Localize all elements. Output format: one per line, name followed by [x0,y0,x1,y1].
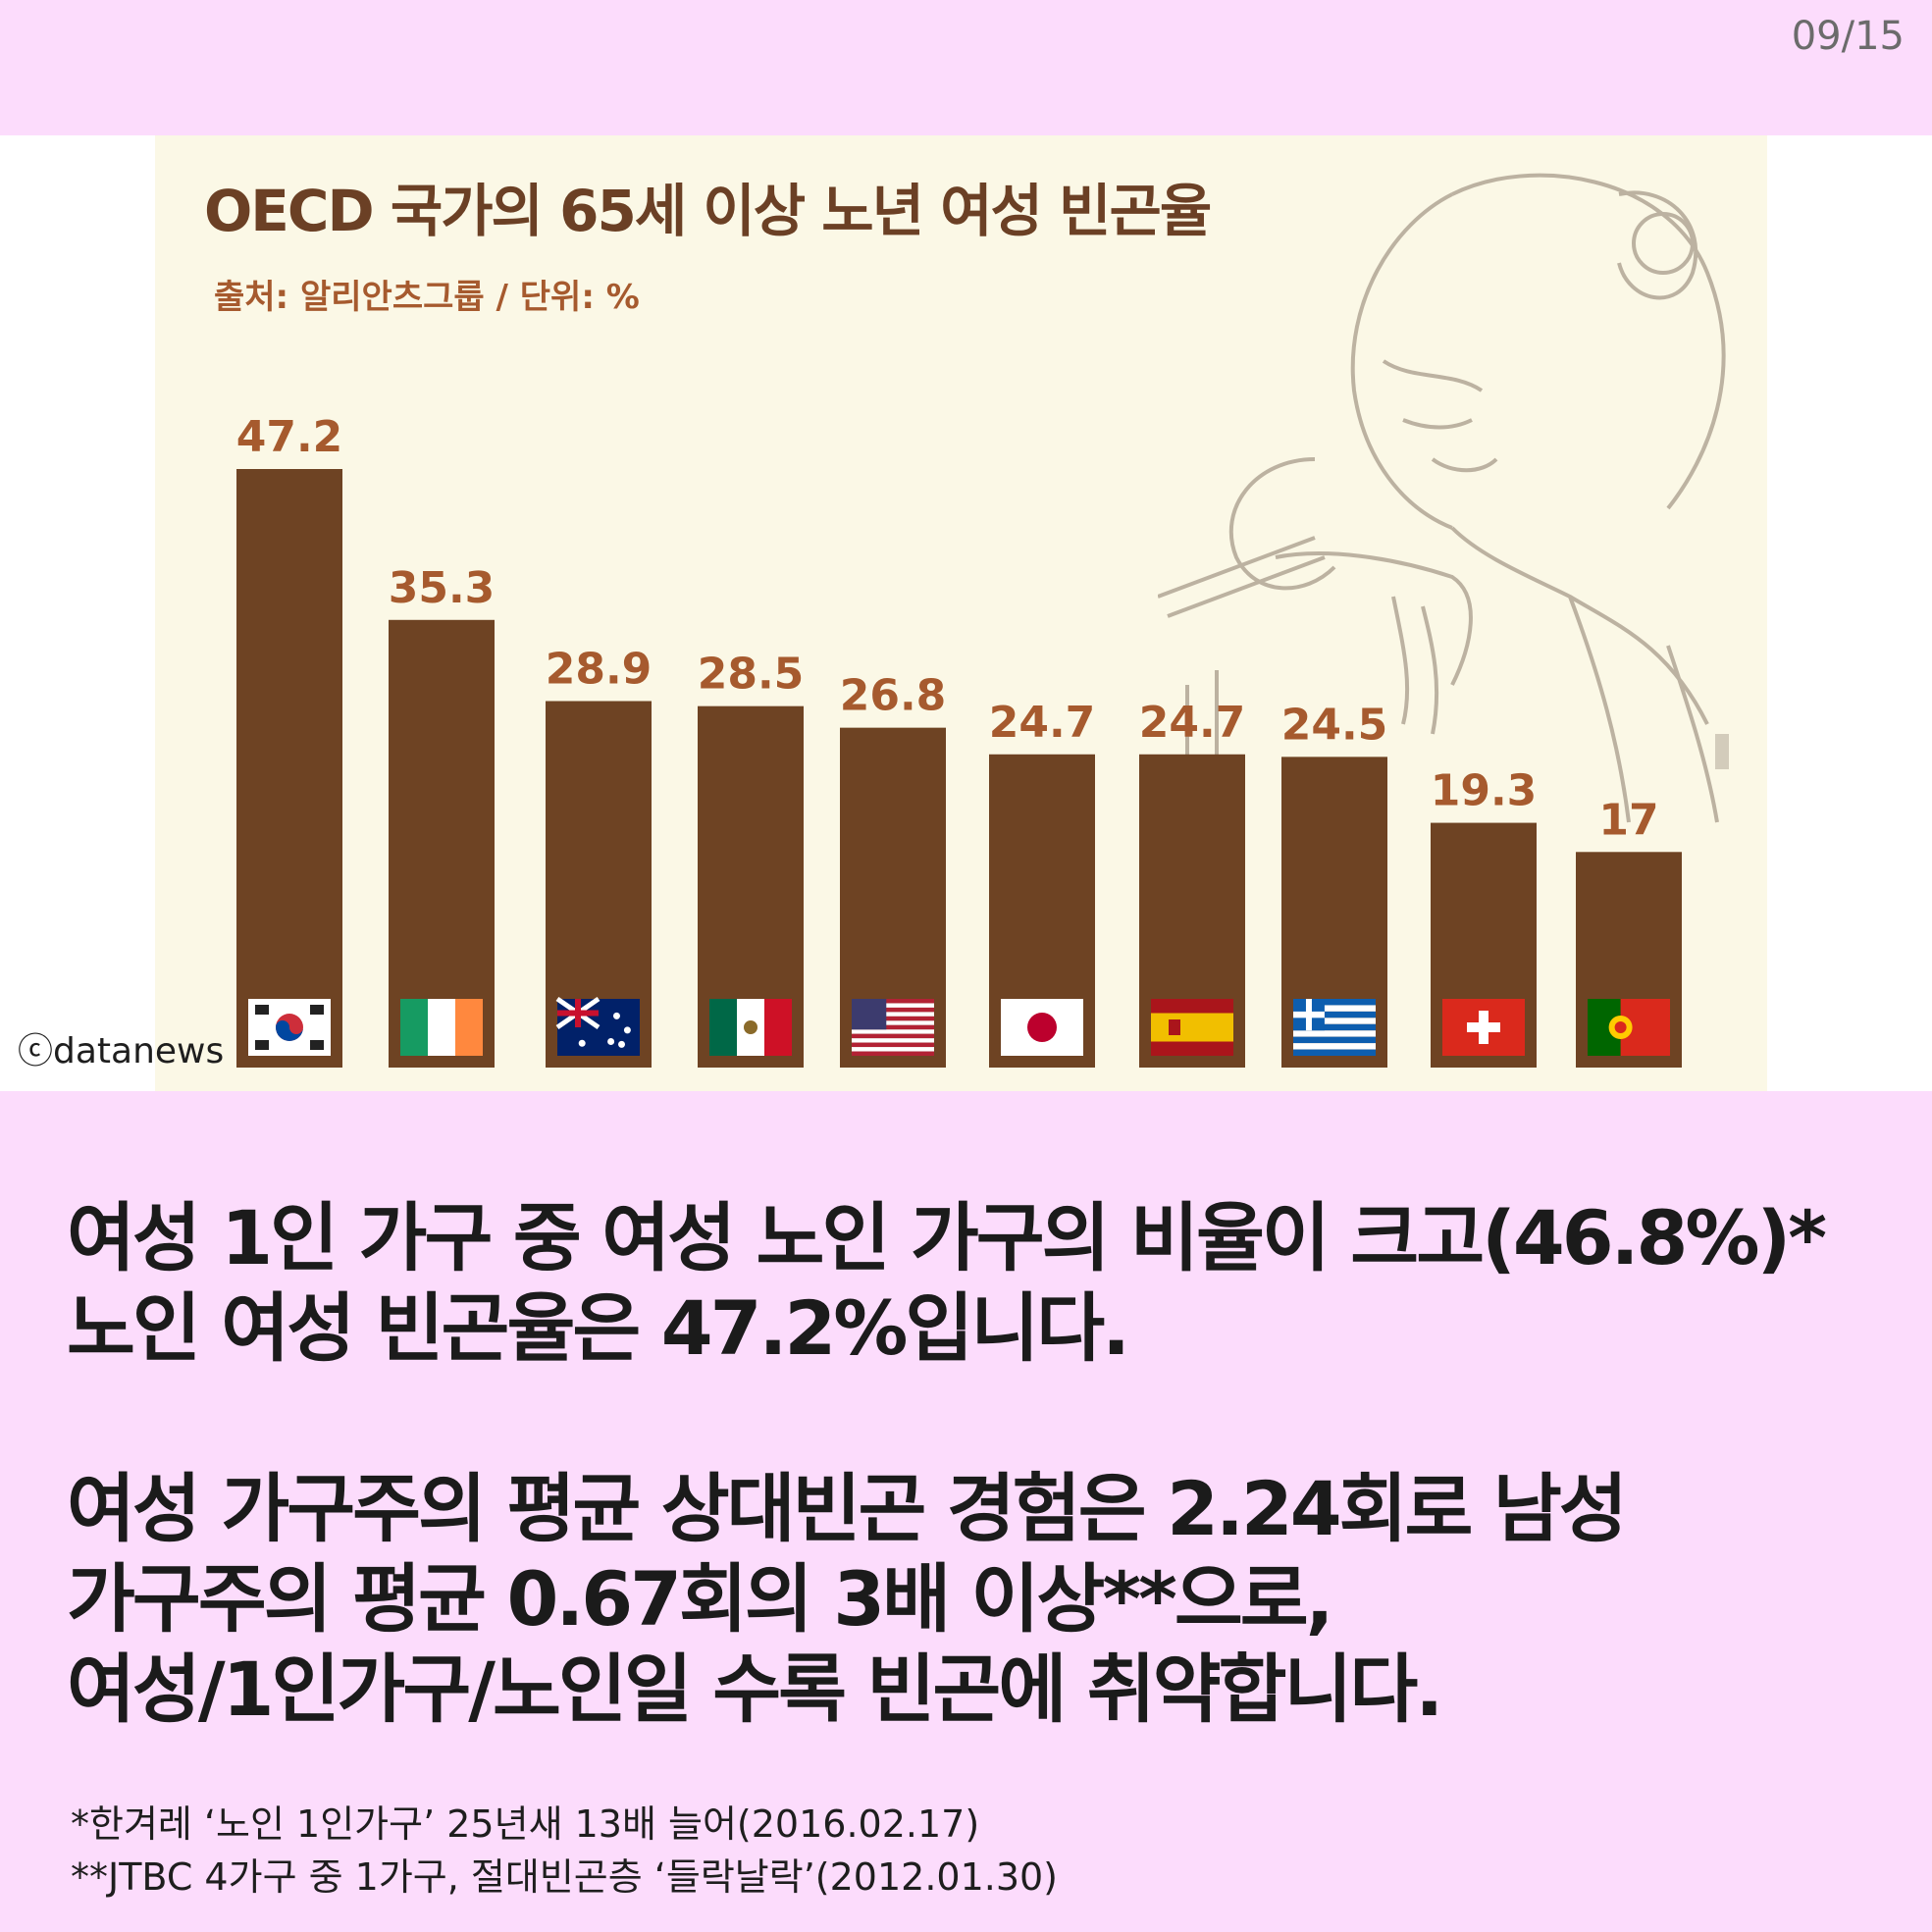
value-label: 19.3 [1431,766,1538,816]
mexico-flag-icon [709,999,792,1056]
portugal-flag-icon [1588,999,1670,1056]
spain-flag-icon [1151,999,1233,1056]
body-line-1: 여성 1인 가구 중 여성 노인 가구의 비율이 크고(46.8%)* [67,1193,1824,1283]
korea-flag-icon [248,999,331,1056]
value-label: 26.8 [840,671,947,721]
credit-label: ⓒdatanews [18,1022,224,1073]
value-label: 24.5 [1281,700,1388,750]
value-label: 47.2 [236,412,343,462]
bar-korea-flag [236,469,342,1068]
body-line-2: 노인 여성 빈곤율은 47.2%입니다. [67,1283,1127,1374]
body-line-3: 여성 가구주의 평균 상대빈곤 경험은 2.24회로 남성 [67,1464,1625,1554]
switzerland-flag-icon [1442,999,1525,1056]
body-line-5: 여성/1인가구/노인일 수록 빈곤에 취약합니다. [67,1645,1440,1735]
bar-chart: 47.2 35.3 28.9 28.5 26.8 24.7 24.7 24.5 19.3 17 [0,0,1932,1099]
usa-flag-icon [852,999,934,1056]
japan-flag-icon [1001,999,1083,1056]
value-label: 24.7 [1139,698,1246,748]
value-label: 35.3 [389,563,496,613]
body-line-4: 가구주의 평균 0.67회의 3배 이상**으로, [67,1554,1332,1645]
australia-flag-icon [557,999,640,1056]
footnote-1: *한겨레 ‘노인 1인가구’ 25년새 13배 늘어(2016.02.17) [71,1794,979,1848]
value-label: 28.9 [546,645,653,695]
value-label: 28.5 [698,650,805,700]
ireland-flag-icon [400,999,483,1056]
value-label: 24.7 [989,698,1096,748]
footnote-2: **JTBC 4가구 중 1가구, 절대빈곤층 ‘들락날락’(2012.01.3… [71,1847,1058,1901]
greece-flag-icon [1293,999,1376,1056]
value-label: 17 [1598,795,1658,845]
